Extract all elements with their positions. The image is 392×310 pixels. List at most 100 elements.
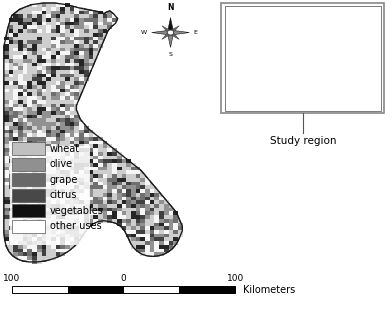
Bar — [51, 14, 56, 18]
Bar — [51, 37, 56, 40]
Bar — [18, 11, 23, 14]
Bar — [84, 204, 89, 208]
Bar — [18, 89, 23, 92]
Bar — [51, 204, 56, 208]
Bar — [60, 40, 65, 44]
Bar — [60, 237, 65, 241]
Bar — [56, 226, 60, 230]
Bar — [60, 85, 65, 89]
Bar — [140, 182, 145, 185]
Bar — [37, 55, 42, 59]
Bar — [9, 118, 13, 122]
Bar — [84, 14, 89, 18]
Bar — [51, 237, 56, 241]
Bar — [27, 170, 32, 174]
Bar — [79, 174, 84, 178]
Bar — [65, 70, 70, 74]
Bar — [32, 215, 37, 219]
Bar — [60, 7, 65, 11]
Bar — [145, 226, 150, 230]
Bar — [98, 174, 103, 178]
Bar — [56, 14, 60, 18]
Bar — [37, 11, 42, 14]
Bar — [9, 189, 13, 193]
Bar — [56, 137, 60, 141]
Bar — [74, 29, 79, 33]
Bar — [112, 156, 117, 159]
Bar — [13, 144, 18, 148]
Bar — [37, 85, 42, 89]
Bar — [13, 104, 18, 107]
Bar — [145, 211, 150, 215]
Bar — [27, 204, 32, 208]
Bar — [18, 85, 23, 89]
Bar — [27, 256, 32, 260]
Bar — [23, 249, 27, 252]
Bar — [107, 25, 112, 29]
Bar — [79, 18, 84, 22]
Bar — [154, 197, 159, 200]
Bar — [136, 211, 140, 215]
Bar — [46, 7, 51, 11]
Bar — [60, 193, 65, 197]
Bar — [70, 163, 74, 167]
Bar — [145, 208, 150, 211]
Bar — [70, 152, 74, 156]
Bar — [60, 63, 65, 66]
Bar — [46, 141, 51, 144]
Bar — [65, 211, 70, 215]
Bar — [89, 44, 93, 48]
Bar — [27, 163, 32, 167]
Bar — [42, 66, 46, 70]
Bar — [56, 144, 60, 148]
Bar — [122, 185, 126, 189]
Bar — [103, 204, 107, 208]
Bar — [51, 100, 56, 104]
Bar — [4, 197, 9, 200]
Bar — [32, 122, 37, 126]
Bar — [122, 219, 126, 223]
Bar — [70, 230, 74, 234]
Bar — [65, 122, 70, 126]
Bar — [103, 159, 107, 163]
Bar — [84, 51, 89, 55]
Bar — [18, 70, 23, 74]
Bar — [37, 104, 42, 107]
Bar — [60, 189, 65, 193]
Bar — [136, 182, 140, 185]
Bar — [46, 51, 51, 55]
Bar — [32, 185, 37, 189]
Bar — [74, 55, 79, 59]
Bar — [74, 37, 79, 40]
Bar — [107, 156, 112, 159]
Bar — [60, 44, 65, 48]
Bar — [117, 219, 122, 223]
Bar — [27, 249, 32, 252]
Bar — [18, 219, 23, 223]
Bar — [103, 193, 107, 197]
Bar — [89, 55, 93, 59]
Bar — [12, 189, 45, 202]
Bar — [74, 178, 79, 182]
Bar — [51, 133, 56, 137]
Bar — [122, 200, 126, 204]
Bar — [84, 130, 89, 133]
Bar — [117, 204, 122, 208]
Bar — [51, 226, 56, 230]
Bar — [164, 219, 169, 223]
Bar — [13, 33, 18, 37]
Bar — [179, 286, 235, 293]
Bar — [23, 137, 27, 141]
Bar — [18, 18, 23, 22]
Bar — [60, 122, 65, 126]
Bar — [98, 25, 103, 29]
Bar — [37, 226, 42, 230]
Bar — [56, 189, 60, 193]
Bar — [13, 137, 18, 141]
Bar — [56, 37, 60, 40]
Bar — [117, 223, 122, 226]
Bar — [74, 14, 79, 18]
Bar — [32, 126, 37, 130]
Bar — [23, 167, 27, 170]
Bar — [51, 11, 56, 14]
